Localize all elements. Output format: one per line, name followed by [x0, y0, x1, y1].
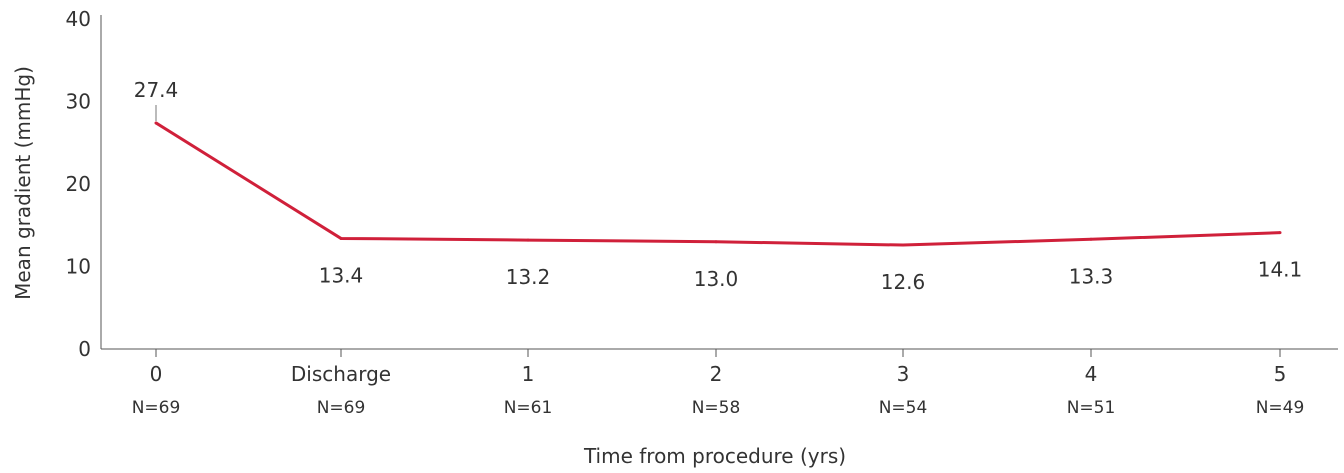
sample-size-label: N=49 [1256, 398, 1305, 418]
sample-size-label: N=69 [317, 398, 366, 418]
x-tick-label: 2 [710, 362, 723, 386]
y-axis: 0 10 20 30 40 [66, 7, 102, 361]
series-mean-gradient [154, 121, 1282, 247]
x-tick-label: Discharge [291, 362, 391, 386]
sample-size-label: N=51 [1067, 398, 1116, 418]
data-point [154, 121, 158, 125]
y-tick-label: 10 [66, 255, 91, 279]
y-tick-label: 0 [78, 337, 91, 361]
data-label: 13.0 [694, 267, 739, 291]
data-point [1278, 231, 1282, 235]
data-label: 27.4 [134, 78, 179, 102]
x-tick-label: 5 [1274, 362, 1287, 386]
y-tick-label: 20 [66, 172, 91, 196]
data-point [901, 243, 905, 247]
sample-size-label: N=54 [879, 398, 928, 418]
data-label: 12.6 [881, 270, 926, 294]
x-tick-label: 0 [150, 362, 163, 386]
y-tick-label: 30 [66, 90, 91, 114]
data-label: 14.1 [1258, 258, 1303, 282]
x-tick-label: 3 [897, 362, 910, 386]
x-tick-label: 1 [522, 362, 535, 386]
data-point [339, 236, 343, 240]
sample-size-label: N=58 [692, 398, 741, 418]
data-point [714, 240, 718, 244]
sample-size-label: N=61 [504, 398, 553, 418]
data-point [1089, 237, 1093, 241]
data-labels: 27.4 13.4 13.2 13.0 12.6 13.3 14.1 [134, 78, 1303, 294]
x-tick-label: 4 [1085, 362, 1098, 386]
x-axis: 0 N=69 Discharge N=69 1 N=61 2 N=58 3 N=54 4 N=51 5 N… [101, 348, 1338, 418]
y-axis-title: Mean gradient (mmHg) [11, 66, 35, 300]
data-label: 13.3 [1069, 264, 1114, 288]
data-label: 13.4 [319, 263, 364, 287]
data-point [526, 238, 530, 242]
data-label: 13.2 [506, 265, 551, 289]
x-axis-title: Time from procedure (yrs) [583, 444, 846, 468]
series-line [155, 121, 1281, 247]
y-tick-label: 40 [66, 7, 91, 31]
sample-size-label: N=69 [132, 398, 181, 418]
